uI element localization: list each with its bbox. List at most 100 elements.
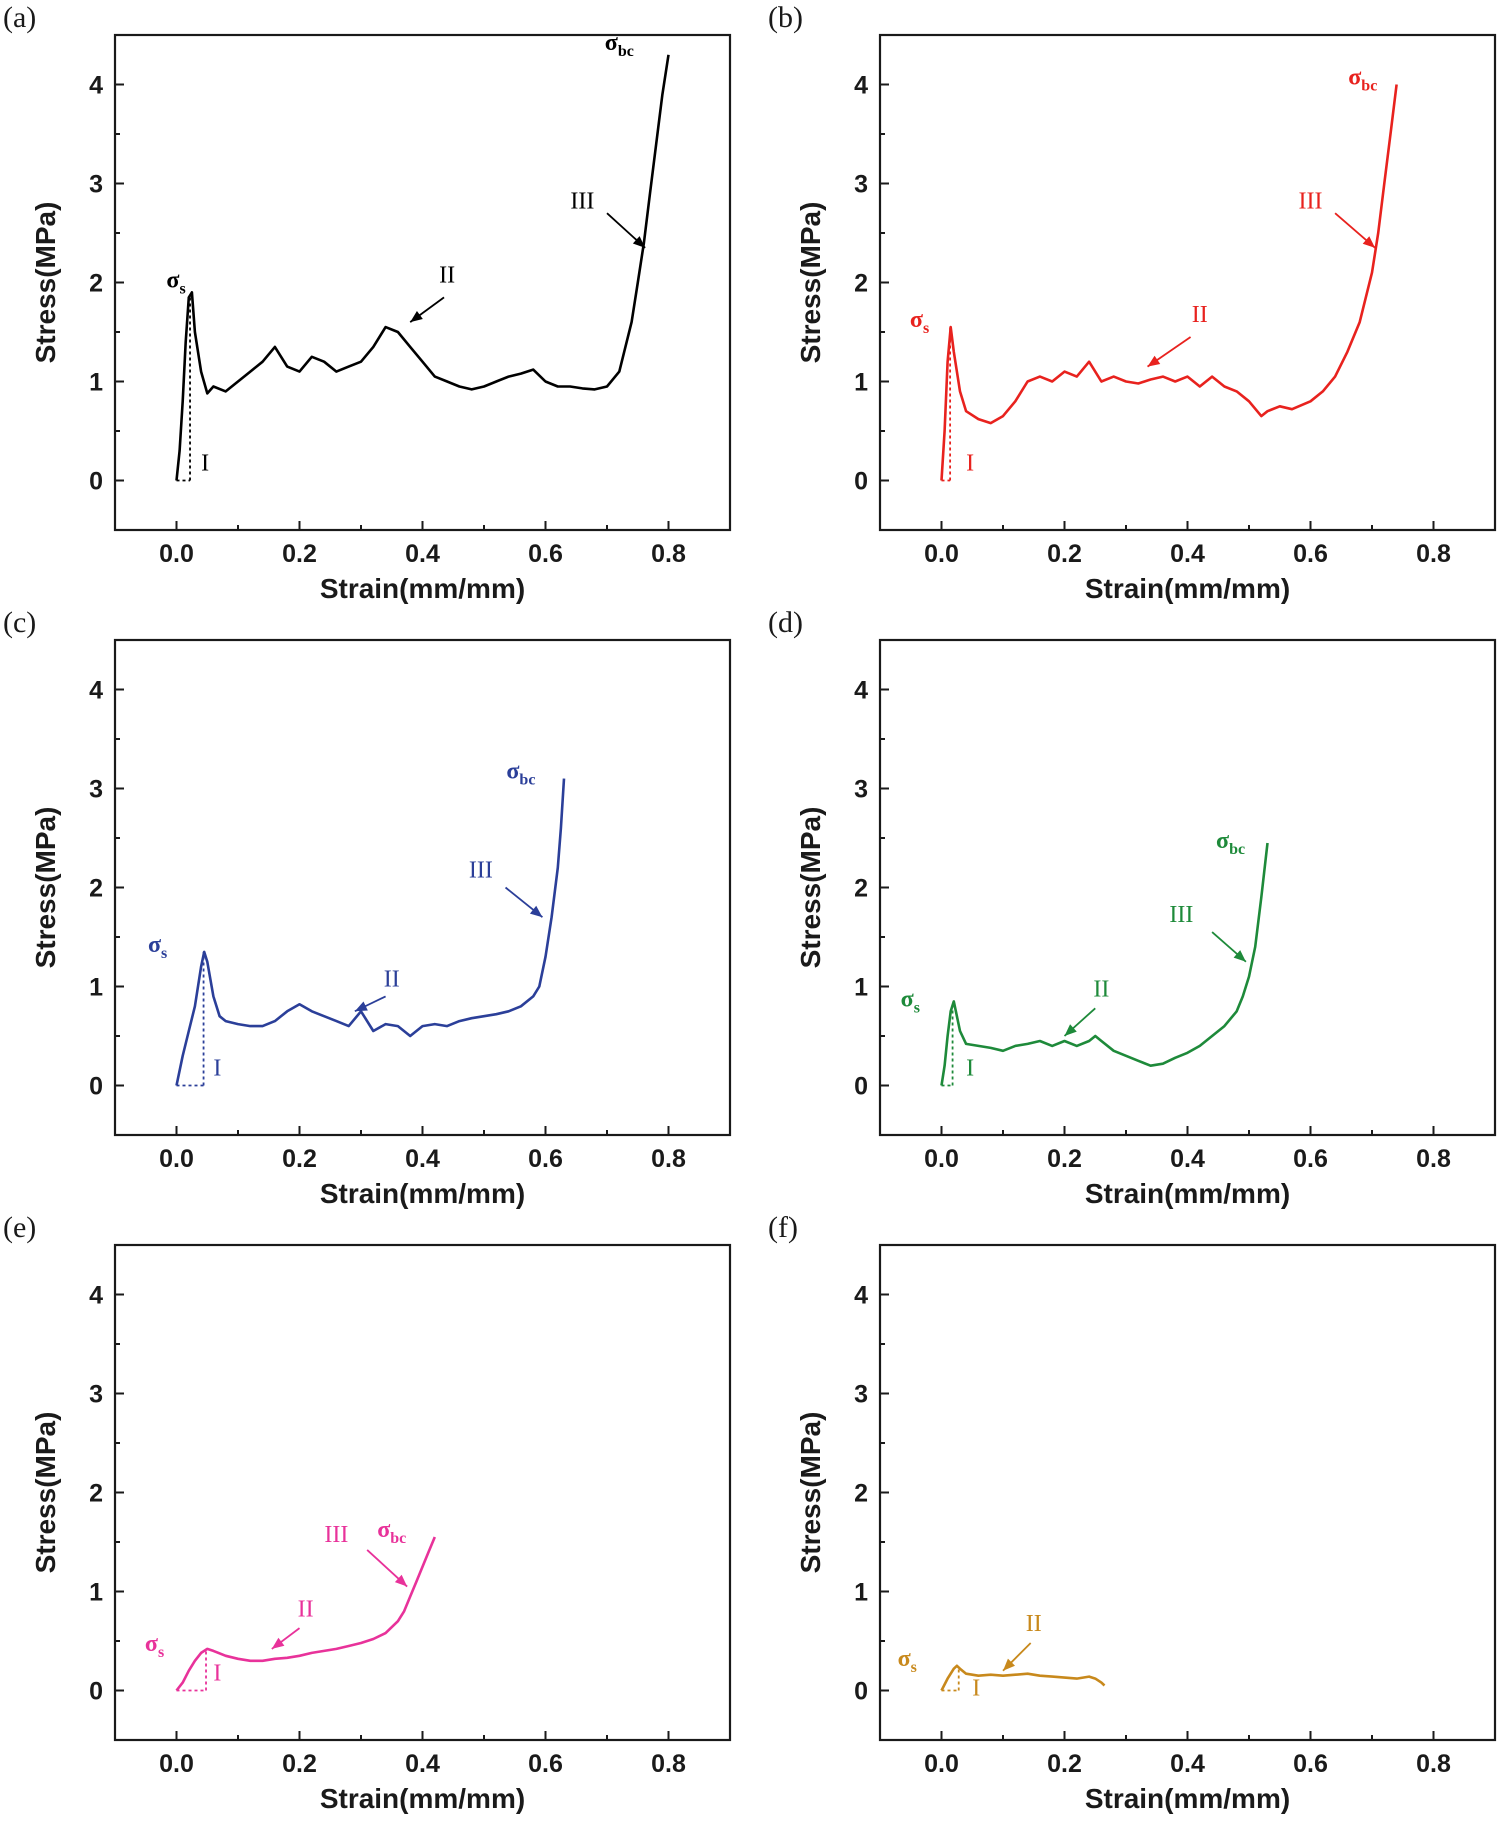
y-tick-label: 2 bbox=[89, 270, 103, 298]
x-axis-title: Strain(mm/mm) bbox=[1085, 1178, 1290, 1209]
y-tick-label: 3 bbox=[854, 1381, 868, 1409]
x-axis-title: Strain(mm/mm) bbox=[320, 1783, 525, 1814]
y-tick-label: 0 bbox=[89, 1678, 103, 1706]
sigma-bc-label: σbc bbox=[377, 1517, 406, 1547]
x-tick-label: 0.2 bbox=[1047, 1750, 1082, 1778]
stage1-label: I bbox=[201, 451, 209, 477]
y-tick-label: 3 bbox=[89, 1381, 103, 1409]
x-tick-label: 0.0 bbox=[924, 540, 959, 568]
y-axis-title: Stress(MPa) bbox=[795, 202, 826, 364]
x-tick-label: 0.6 bbox=[528, 540, 563, 568]
y-tick-label: 3 bbox=[854, 776, 868, 804]
y-axis-title: Stress(MPa) bbox=[30, 1412, 61, 1574]
x-tick-label: 0.8 bbox=[651, 540, 686, 568]
plot-frame bbox=[878, 1243, 1497, 1742]
x-tick-label: 0.0 bbox=[924, 1145, 959, 1173]
panel-label: (f) bbox=[768, 1211, 798, 1244]
stage3-label: III bbox=[1169, 902, 1193, 928]
stage2-label: II bbox=[1093, 976, 1109, 1002]
y-axis-title: Stress(MPa) bbox=[795, 807, 826, 969]
y-tick-label: 3 bbox=[89, 776, 103, 804]
x-axis-title: Strain(mm/mm) bbox=[320, 1178, 525, 1209]
x-tick-label: 0.6 bbox=[528, 1750, 563, 1778]
panel-label: (c) bbox=[3, 606, 36, 639]
panel-a: (a) 0.0 0.2 0.4 0.6 0.8 0 1 2 3 4 Strain(mm/mm) Stre… bbox=[3, 1, 732, 604]
stage3-arrow-head bbox=[529, 905, 543, 918]
x-tick-label: 0.6 bbox=[1293, 1750, 1328, 1778]
stage2-arrow-head bbox=[354, 1001, 368, 1012]
x-tick-label: 0.6 bbox=[528, 1145, 563, 1173]
panel-e: (e) 0.0 0.2 0.4 0.6 0.8 0 1 2 3 4 Strain(mm/mm) Stre… bbox=[3, 1211, 732, 1814]
sigma-bc-label: σbc bbox=[605, 30, 634, 60]
stage3-arrow-head bbox=[632, 236, 646, 248]
panel-c: (c) 0.0 0.2 0.4 0.6 0.8 0 1 2 3 4 Strain(mm/mm) Stre… bbox=[3, 606, 732, 1209]
stress-strain-curve bbox=[175, 1536, 437, 1692]
y-tick-label: 0 bbox=[89, 468, 103, 496]
x-tick-label: 0.4 bbox=[405, 1750, 440, 1778]
stage1-label: I bbox=[972, 1675, 980, 1701]
panel-label: (a) bbox=[3, 1, 36, 34]
panel-label: (d) bbox=[768, 606, 803, 639]
stage2-label: II bbox=[439, 263, 455, 289]
x-tick-label: 0.4 bbox=[405, 540, 440, 568]
sigma-bc-label: σbc bbox=[506, 759, 535, 789]
stress-strain-curve bbox=[175, 778, 566, 1086]
y-axis-title: Stress(MPa) bbox=[795, 1412, 826, 1574]
x-tick-label: 0.2 bbox=[1047, 540, 1082, 568]
sigma-s-label: σs bbox=[148, 932, 167, 962]
x-tick-label: 0.4 bbox=[1170, 1750, 1205, 1778]
y-tick-label: 1 bbox=[854, 974, 868, 1002]
x-tick-label: 0.8 bbox=[651, 1750, 686, 1778]
panel-d: (d) 0.0 0.2 0.4 0.6 0.8 0 1 2 3 4 Strain(mm/mm) Stre… bbox=[768, 606, 1497, 1209]
plot-frame bbox=[113, 638, 732, 1137]
x-tick-label: 0.4 bbox=[1170, 1145, 1205, 1173]
y-tick-label: 4 bbox=[89, 677, 103, 705]
panel-label: (b) bbox=[768, 1, 803, 34]
stage3-arrow-head bbox=[1362, 236, 1376, 248]
x-tick-label: 0.4 bbox=[405, 1145, 440, 1173]
stress-strain-curve bbox=[940, 842, 1269, 1086]
y-tick-label: 2 bbox=[854, 270, 868, 298]
stage2-label: II bbox=[1192, 302, 1208, 328]
stage1-label: I bbox=[213, 1661, 221, 1687]
y-tick-label: 4 bbox=[854, 1282, 868, 1310]
y-tick-label: 2 bbox=[854, 1480, 868, 1508]
x-tick-label: 0.2 bbox=[282, 1145, 317, 1173]
y-tick-label: 4 bbox=[89, 1282, 103, 1310]
panel-b: (b) 0.0 0.2 0.4 0.6 0.8 0 1 2 3 4 Strain(mm/mm) Stre… bbox=[768, 1, 1497, 604]
x-tick-label: 0.4 bbox=[1170, 540, 1205, 568]
stage2-arrow-head bbox=[271, 1637, 285, 1649]
stage2-label: II bbox=[298, 1596, 314, 1622]
x-tick-label: 0.0 bbox=[159, 1145, 194, 1173]
x-tick-label: 0.8 bbox=[1416, 540, 1451, 568]
stage1-label: I bbox=[966, 451, 974, 477]
stage3-label: III bbox=[570, 188, 594, 214]
stage3-label: III bbox=[469, 858, 493, 884]
stage2-label: II bbox=[1026, 1611, 1042, 1637]
x-tick-label: 0.8 bbox=[1416, 1145, 1451, 1173]
x-tick-label: 0.6 bbox=[1293, 1145, 1328, 1173]
y-tick-label: 0 bbox=[89, 1073, 103, 1101]
y-axis-title: Stress(MPa) bbox=[30, 807, 61, 969]
stage2-arrow-head bbox=[410, 310, 423, 323]
y-tick-label: 1 bbox=[854, 369, 868, 397]
stage2-arrow-head bbox=[1064, 1024, 1077, 1036]
stress-strain-curve bbox=[940, 84, 1398, 481]
x-axis-title: Strain(mm/mm) bbox=[1085, 573, 1290, 604]
x-tick-label: 0.2 bbox=[282, 540, 317, 568]
stress-strain-curve bbox=[175, 54, 670, 481]
panel-f: (f) 0.0 0.2 0.4 0.6 0.8 0 1 2 3 4 Strain(mm/mm) Stre… bbox=[768, 1211, 1497, 1814]
y-tick-label: 3 bbox=[89, 171, 103, 199]
sigma-s-label: σs bbox=[910, 307, 929, 337]
x-tick-label: 0.0 bbox=[159, 540, 194, 568]
sigma-s-label: σs bbox=[898, 1646, 917, 1676]
y-tick-label: 1 bbox=[89, 974, 103, 1002]
sigma-s-label: σs bbox=[145, 1631, 164, 1661]
sigma-s-label: σs bbox=[166, 267, 185, 297]
plot-frame bbox=[113, 1243, 732, 1742]
x-tick-label: 0.6 bbox=[1293, 540, 1328, 568]
y-axis-title: Stress(MPa) bbox=[30, 202, 61, 364]
stage1-label: I bbox=[966, 1056, 974, 1082]
stage2-arrow-head bbox=[1003, 1658, 1016, 1671]
stage3-arrow-head bbox=[1233, 950, 1246, 962]
